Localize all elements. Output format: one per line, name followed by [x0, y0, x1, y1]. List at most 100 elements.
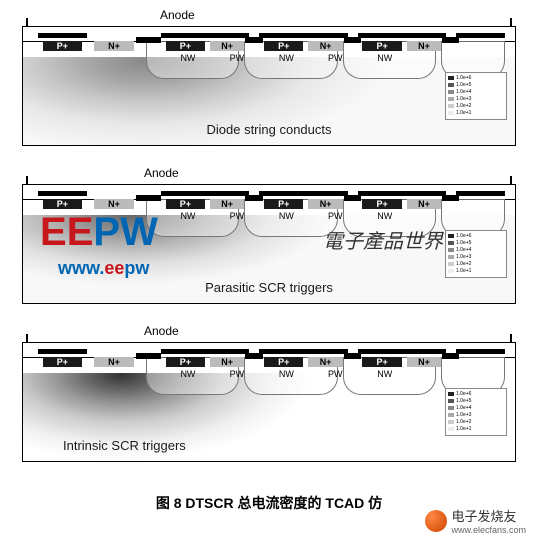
- legend-swatch: [448, 269, 454, 273]
- legend-label: 1.0e+1: [456, 110, 471, 116]
- metal-contact: [38, 191, 87, 196]
- elecfans-logo-icon: [425, 510, 447, 532]
- legend-swatch: [448, 234, 454, 238]
- legend-label: 1.0e+3: [456, 96, 471, 102]
- legend-swatch: [448, 90, 454, 94]
- legend-swatch: [448, 248, 454, 252]
- diffusion-n: N+: [210, 357, 244, 367]
- legend-label: 1.0e+4: [456, 89, 471, 95]
- cross-section: P+ N+ P+ N+ P+ N+ P+ N+ NW PW NW PW NW 1…: [22, 342, 516, 462]
- surface-region: P+ N+ P+ N+ P+ N+ P+ N+ NW PW NW PW NW: [23, 41, 515, 63]
- legend: 1.0e+6 1.0e+5 1.0e+4 1.0e+3 1.0e+2 1.0e+…: [445, 72, 507, 120]
- metal-contact: [161, 349, 250, 354]
- well-label-nw: NW: [180, 211, 195, 221]
- legend-swatch: [448, 406, 454, 410]
- well-label-nw: NW: [377, 369, 392, 379]
- watermark-eepw-logo: EEPW: [40, 210, 158, 255]
- well-label-nw: NW: [279, 53, 294, 63]
- diffusion-p: P+: [264, 199, 303, 209]
- gate: [136, 37, 161, 43]
- diffusion-n: N+: [210, 41, 244, 51]
- legend-label: 1.0e+5: [456, 398, 471, 404]
- wm-url-part: ee: [104, 258, 124, 278]
- diffusion-p: P+: [362, 41, 401, 51]
- diffusion-n: N+: [407, 41, 441, 51]
- watermark-eepw-url: www.eepw: [58, 258, 149, 279]
- metal-contact: [456, 191, 505, 196]
- legend-row: 1.0e+6: [448, 75, 504, 81]
- legend-label: 1.0e+4: [456, 247, 471, 253]
- legend-row: 1.0e+4: [448, 247, 504, 253]
- legend-row: 1.0e+5: [448, 240, 504, 246]
- diffusion-p: P+: [362, 199, 401, 209]
- diffusion-p: P+: [166, 41, 205, 51]
- legend-row: 1.0e+5: [448, 82, 504, 88]
- legend-swatch: [448, 83, 454, 87]
- wm-letter: E: [67, 210, 94, 254]
- well-label-nw: NW: [180, 53, 195, 63]
- elecfans-url: www.elecfans.com: [451, 525, 526, 535]
- legend-swatch: [448, 241, 454, 245]
- gate: [136, 195, 161, 201]
- legend-label: 1.0e+2: [456, 261, 471, 267]
- legend-row: 1.0e+3: [448, 254, 504, 260]
- diffusion-n: N+: [94, 199, 133, 209]
- legend-label: 1.0e+6: [456, 233, 471, 239]
- diffusion-p: P+: [264, 41, 303, 51]
- legend-label: 1.0e+6: [456, 391, 471, 397]
- metal-contact: [38, 33, 87, 38]
- wm-letter: W: [120, 210, 158, 254]
- panel-caption: Intrinsic SCR triggers: [23, 438, 515, 453]
- diffusion-p: P+: [43, 357, 82, 367]
- well-label-nw: NW: [377, 211, 392, 221]
- wm-letter: P: [93, 210, 120, 254]
- legend-swatch: [448, 111, 454, 115]
- metal-contact: [161, 33, 250, 38]
- legend-label: 1.0e+3: [456, 254, 471, 260]
- legend-row: 1.0e+3: [448, 412, 504, 418]
- legend-row: 1.0e+2: [448, 103, 504, 109]
- surface-region: P+ N+ P+ N+ P+ N+ P+ N+ NW PW NW PW NW: [23, 357, 515, 379]
- diffusion-n: N+: [94, 357, 133, 367]
- legend-label: 1.0e+1: [456, 426, 471, 432]
- legend-label: 1.0e+5: [456, 240, 471, 246]
- legend: 1.0e+6 1.0e+5 1.0e+4 1.0e+3 1.0e+2 1.0e+…: [445, 230, 507, 278]
- legend-row: 1.0e+2: [448, 261, 504, 267]
- watermark-cn-text: 電子產品世界: [323, 225, 443, 254]
- metal-contact: [456, 349, 505, 354]
- metal-contact: [358, 349, 447, 354]
- diffusion-p: P+: [362, 357, 401, 367]
- legend-swatch: [448, 97, 454, 101]
- wm-letter: E: [40, 210, 67, 254]
- legend-row: 1.0e+2: [448, 419, 504, 425]
- well-label-nw: NW: [279, 211, 294, 221]
- diffusion-p: P+: [43, 41, 82, 51]
- well-label-pw: PW: [230, 211, 245, 221]
- panel-diode-string: Anode P+ N+ P+ N+ P+ N+ P+ N+: [12, 8, 526, 148]
- legend-swatch: [448, 255, 454, 259]
- well-label-pw: PW: [328, 211, 343, 221]
- metal-contact: [259, 191, 348, 196]
- legend-label: 1.0e+3: [456, 412, 471, 418]
- diffusion-n: N+: [308, 199, 342, 209]
- legend-row: 1.0e+1: [448, 110, 504, 116]
- anode-label: Anode: [144, 324, 179, 338]
- gate: [136, 353, 161, 359]
- wm-url-part: pw: [124, 258, 149, 278]
- panel-intrinsic-scr: Anode P+ N+ P+ N+ P+ N+ P+ N+: [12, 324, 526, 464]
- metal-contact: [456, 33, 505, 38]
- metal-contact: [358, 191, 447, 196]
- legend-label: 1.0e+6: [456, 75, 471, 81]
- legend-label: 1.0e+5: [456, 82, 471, 88]
- elecfans-name: 电子发烧友: [451, 506, 526, 525]
- legend-swatch: [448, 420, 454, 424]
- diffusion-p: P+: [166, 199, 205, 209]
- wm-url-part: www.: [58, 258, 104, 278]
- legend-row: 1.0e+5: [448, 398, 504, 404]
- metal-contact: [358, 33, 447, 38]
- legend-row: 1.0e+6: [448, 233, 504, 239]
- legend-swatch: [448, 413, 454, 417]
- watermark-elecfans: 电子发烧友 www.elecfans.com: [425, 506, 526, 535]
- diffusion-n: N+: [308, 41, 342, 51]
- legend-label: 1.0e+2: [456, 419, 471, 425]
